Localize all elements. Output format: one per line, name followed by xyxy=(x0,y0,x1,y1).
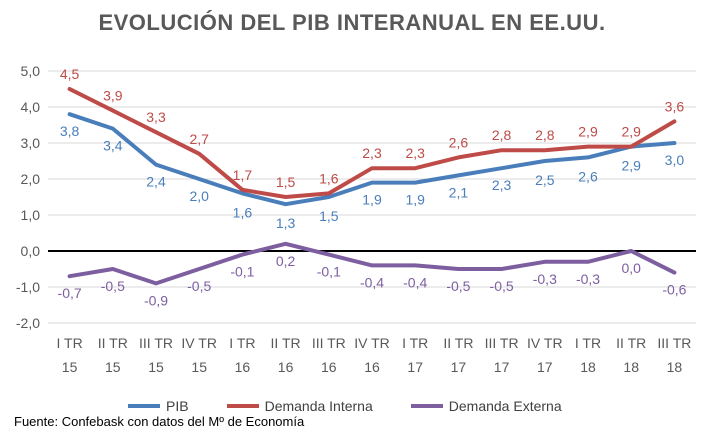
series-line-demanda-externa xyxy=(67,241,677,286)
x-tick-label-year: 16 xyxy=(235,359,251,375)
x-tick-label-year: 17 xyxy=(451,359,467,375)
x-tick-label-year: 15 xyxy=(191,359,207,375)
data-label-demanda-externa: -0,3 xyxy=(533,271,557,287)
data-label-pib: 2,9 xyxy=(621,158,641,174)
legend-item-demanda-interna: Demanda Interna xyxy=(226,398,373,414)
x-tick-label-quarter: IV TR xyxy=(527,335,563,351)
data-label-pib: 1,5 xyxy=(319,208,339,224)
data-label-demanda-externa: -0,9 xyxy=(144,292,168,308)
x-tick-label-quarter: III TR xyxy=(485,335,519,351)
data-label-pib: 2,0 xyxy=(189,188,209,204)
x-tick-label-year: 16 xyxy=(364,359,380,375)
x-tick-label-quarter: I TR xyxy=(402,335,428,351)
x-tick-label-year: 17 xyxy=(537,359,553,375)
x-tick-label-year: 16 xyxy=(278,359,294,375)
data-label-demanda-interna: 3,3 xyxy=(146,109,166,125)
legend-item-pib: PIB xyxy=(128,398,189,414)
data-label-demanda-interna: 2,8 xyxy=(492,127,512,143)
data-label-pib: 2,5 xyxy=(535,172,555,188)
data-label-demanda-interna: 1,5 xyxy=(276,174,296,190)
x-tick-label-year: 15 xyxy=(148,359,164,375)
x-tick-label-quarter: I TR xyxy=(575,335,601,351)
data-label-pib: 2,6 xyxy=(578,168,598,184)
data-label-demanda-interna: 3,9 xyxy=(103,88,123,104)
x-tick-label-quarter: III TR xyxy=(312,335,346,351)
data-label-demanda-interna: 2,9 xyxy=(578,124,598,140)
x-tick-label-quarter: IV TR xyxy=(354,335,390,351)
legend-label-demanda-interna: Demanda Interna xyxy=(264,398,373,414)
legend-swatch-pib xyxy=(128,404,160,408)
y-tick-label: 2,0 xyxy=(21,171,41,187)
data-label-demanda-interna: 2,7 xyxy=(189,131,209,147)
legend-swatch-demanda-externa xyxy=(410,404,443,408)
x-tick-label-year: 18 xyxy=(623,359,639,375)
legend: PIB Demanda Interna Demanda Externa xyxy=(128,396,600,416)
x-tick-label-year: 17 xyxy=(407,359,423,375)
data-label-demanda-interna: 2,9 xyxy=(621,124,641,140)
x-tick-label-year: 18 xyxy=(667,359,683,375)
data-label-demanda-externa: -0,4 xyxy=(360,274,384,290)
data-label-demanda-interna: 2,6 xyxy=(449,134,469,150)
x-tick-label-year: 15 xyxy=(62,359,78,375)
y-tick-label: 5,0 xyxy=(21,63,41,79)
series-line-pib xyxy=(67,112,677,207)
x-tick-label-quarter: I TR xyxy=(229,335,255,351)
data-label-pib: 1,3 xyxy=(276,215,296,231)
legend-item-demanda-externa: Demanda Externa xyxy=(410,398,562,414)
data-label-demanda-externa: -0,1 xyxy=(230,264,254,280)
data-label-demanda-interna: 4,5 xyxy=(60,66,80,82)
data-label-demanda-interna: 1,6 xyxy=(319,170,339,186)
x-tick-label-quarter: II TR xyxy=(616,335,646,351)
data-label-demanda-externa: -0,4 xyxy=(403,274,427,290)
data-label-pib: 3,4 xyxy=(103,138,123,154)
x-tick-label-quarter: III TR xyxy=(657,335,691,351)
data-label-pib: 2,1 xyxy=(449,184,469,200)
source-note: Fuente: Confebask con datos del Mº de Ec… xyxy=(14,414,305,429)
data-label-demanda-externa: -0,7 xyxy=(58,285,82,301)
series-line-demanda-interna xyxy=(67,87,677,199)
data-label-pib: 3,8 xyxy=(60,123,80,139)
data-label-demanda-externa: -0,1 xyxy=(317,264,341,280)
data-label-demanda-interna: 1,7 xyxy=(233,167,253,183)
data-label-demanda-externa: -0,6 xyxy=(662,282,686,298)
y-tick-label: 1,0 xyxy=(21,207,41,223)
y-tick-label: 3,0 xyxy=(21,135,41,151)
x-tick-label-quarter: IV TR xyxy=(181,335,217,351)
x-tick-label-quarter: II TR xyxy=(98,335,128,351)
data-label-demanda-interna: 2,3 xyxy=(362,145,382,161)
x-tick-label-year: 15 xyxy=(105,359,121,375)
x-tick-label-year: 16 xyxy=(321,359,337,375)
data-label-demanda-interna: 2,3 xyxy=(405,145,425,161)
x-tick-label-quarter: II TR xyxy=(271,335,301,351)
data-label-demanda-externa: -0,5 xyxy=(490,278,514,294)
data-label-demanda-externa: 0,2 xyxy=(276,253,296,269)
data-label-pib: 1,9 xyxy=(405,192,425,208)
x-tick-label-quarter: I TR xyxy=(56,335,82,351)
chart-title: EVOLUCIÓN DEL PIB INTERANUAL EN EE.UU. xyxy=(98,10,606,35)
x-tick-label-quarter: III TR xyxy=(139,335,173,351)
data-label-demanda-externa: -0,5 xyxy=(187,278,211,294)
data-label-demanda-interna: 3,6 xyxy=(665,98,685,114)
x-tick-label-year: 17 xyxy=(494,359,510,375)
legend-label-pib: PIB xyxy=(166,398,189,414)
data-label-pib: 1,9 xyxy=(362,192,382,208)
data-label-pib: 1,6 xyxy=(233,204,253,220)
data-label-demanda-externa: 0,0 xyxy=(621,260,641,276)
x-tick-label-quarter: II TR xyxy=(443,335,473,351)
data-label-demanda-externa: -0,5 xyxy=(446,278,470,294)
y-tick-label: 4,0 xyxy=(21,99,41,115)
y-tick-label: -1,0 xyxy=(16,279,40,295)
y-tick-label: 0,0 xyxy=(21,243,41,259)
data-label-demanda-interna: 2,8 xyxy=(535,127,555,143)
data-label-pib: 2,4 xyxy=(146,174,166,190)
data-label-pib: 2,3 xyxy=(492,177,512,193)
legend-label-demanda-externa: Demanda Externa xyxy=(448,398,562,414)
legend-swatch-demanda-interna xyxy=(226,404,259,408)
y-tick-label: -2,0 xyxy=(16,315,40,331)
x-tick-label-year: 18 xyxy=(580,359,596,375)
data-label-demanda-externa: -0,3 xyxy=(576,271,600,287)
data-label-demanda-externa: -0,5 xyxy=(101,278,125,294)
data-label-pib: 3,0 xyxy=(665,152,685,168)
